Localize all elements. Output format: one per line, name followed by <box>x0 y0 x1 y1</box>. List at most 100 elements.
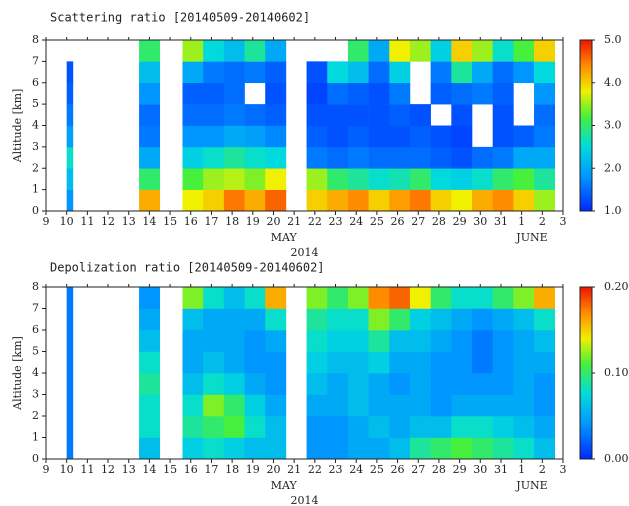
heatmap-cell <box>306 61 328 84</box>
heatmap-cell <box>182 351 204 374</box>
x-tick-label: 24 <box>349 463 363 476</box>
heatmap-cell <box>492 351 514 374</box>
y-tick-label: 8 <box>32 33 39 46</box>
heatmap-cell <box>66 437 74 460</box>
x-tick-label: 14 <box>142 215 156 228</box>
heatmap-cell <box>368 40 390 62</box>
heatmap-cell <box>139 125 161 148</box>
y-tick-label: 7 <box>32 302 39 315</box>
heatmap-cell <box>347 351 369 374</box>
heatmap-cell <box>347 330 369 352</box>
heatmap-cell <box>265 416 287 438</box>
colorbar-tick-label: 4.0 <box>604 76 622 89</box>
colorbar-tick-label: 1.0 <box>604 204 622 217</box>
x-tick-label: 2 <box>539 215 546 228</box>
heatmap-cell <box>430 373 452 395</box>
x-tick-label: 9 <box>43 215 50 228</box>
heatmap-cell <box>347 104 369 126</box>
heatmap-cell <box>472 373 493 395</box>
heatmap-cell <box>265 351 287 374</box>
x-tick-label: 19 <box>246 215 260 228</box>
heatmap-cell <box>327 416 349 438</box>
heatmap-cell <box>347 125 369 148</box>
heatmap-cell <box>368 168 390 190</box>
heatmap-cell <box>306 146 328 169</box>
heatmap-cell <box>472 308 493 331</box>
heatmap-cell <box>327 189 349 212</box>
y-tick-label: 5 <box>32 97 39 110</box>
x-tick-label: 17 <box>204 215 218 228</box>
x-tick-label: 13 <box>122 215 136 228</box>
heatmap-cell <box>368 61 390 84</box>
heatmap-cell <box>409 146 431 169</box>
heatmap-cell <box>430 82 452 105</box>
colorbar-tick-label: 5.0 <box>604 33 622 46</box>
heatmap-cell <box>534 330 556 352</box>
y-tick-label: 3 <box>32 388 39 401</box>
y-tick-label: 1 <box>32 183 39 196</box>
heatmap-cell <box>139 330 161 352</box>
heatmap-cell <box>409 373 431 395</box>
heatmap-cell <box>472 82 493 105</box>
heatmap-cell <box>265 308 287 331</box>
heatmap-cell <box>66 82 74 105</box>
heatmap-cell <box>409 168 431 190</box>
heatmap-cell <box>265 40 287 62</box>
heatmap-cell <box>409 40 431 62</box>
heatmap-cell <box>244 146 266 169</box>
heatmap-cell <box>513 168 535 190</box>
heatmap-cell <box>492 125 514 148</box>
heatmap-cell <box>513 125 535 148</box>
heatmap-cell <box>327 308 349 331</box>
heatmap-cell <box>244 104 266 126</box>
x-tick-label: 10 <box>60 215 74 228</box>
heatmap-cell <box>389 394 411 417</box>
heatmap-cell <box>265 437 287 460</box>
x-axis-label: 2014 <box>291 494 319 506</box>
x-tick-label: 23 <box>329 215 343 228</box>
heatmap-cell <box>139 40 161 62</box>
x-tick-label: 27 <box>411 215 425 228</box>
heatmap-cell <box>472 394 493 417</box>
heatmap-cell <box>451 416 473 438</box>
heatmap-cell <box>66 330 74 352</box>
y-tick-label: 2 <box>32 161 39 174</box>
heatmap-cell <box>472 40 493 62</box>
heatmap-cell <box>306 308 328 331</box>
heatmap-cell <box>139 308 161 331</box>
heatmap-cell <box>472 146 493 169</box>
x-tick-label: 20 <box>266 215 280 228</box>
heatmap-cell <box>534 82 556 105</box>
heatmap-cell <box>203 330 225 352</box>
heatmap-cell <box>492 40 514 62</box>
heatmap-cell <box>451 373 473 395</box>
heatmap-cell <box>368 125 390 148</box>
heatmap-cell <box>182 189 204 212</box>
heatmap-cell <box>327 437 349 460</box>
heatmap-cell <box>368 373 390 395</box>
heatmap-cell <box>534 373 556 395</box>
heatmap-cell <box>534 168 556 190</box>
x-tick-label: 31 <box>494 215 508 228</box>
heatmap-cell <box>389 330 411 352</box>
heatmap-cell <box>347 394 369 417</box>
heatmap-cell <box>223 146 245 169</box>
heatmap-cell <box>182 308 204 331</box>
colorbar-tick-label: 0.00 <box>604 452 629 465</box>
heatmap-cell <box>327 168 349 190</box>
heatmap-cell <box>244 394 266 417</box>
heatmap-cell <box>66 104 74 126</box>
x-tick-label: 22 <box>308 463 322 476</box>
heatmap-cell <box>451 146 473 169</box>
heatmap-cell <box>451 61 473 84</box>
heatmap-cell <box>389 82 411 105</box>
heatmap-cell <box>389 125 411 148</box>
heatmap-cell <box>534 394 556 417</box>
heatmap-cell <box>327 146 349 169</box>
heatmap-cell <box>347 189 369 212</box>
heatmap-cell <box>492 61 514 84</box>
heatmap-cell <box>534 40 556 62</box>
heatmap-cell <box>223 61 245 84</box>
heatmap-cell <box>534 61 556 84</box>
heatmap-cell <box>306 351 328 374</box>
